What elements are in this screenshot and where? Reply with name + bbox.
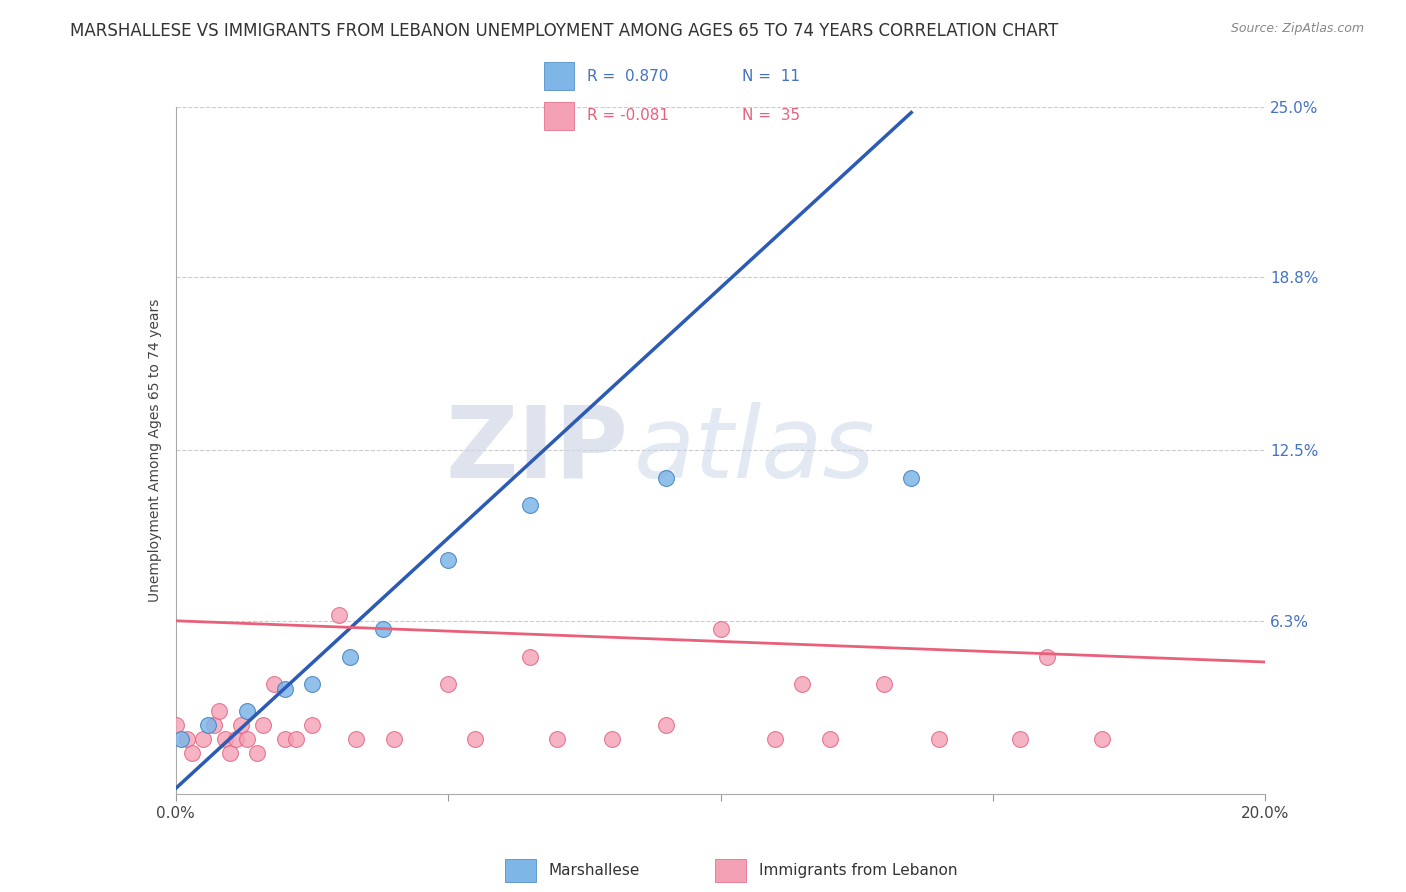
Point bbox=[1036, 649, 1059, 664]
Point bbox=[546, 731, 568, 746]
Point bbox=[344, 731, 367, 746]
Point bbox=[710, 622, 733, 636]
Point bbox=[464, 731, 486, 746]
Point bbox=[519, 499, 541, 513]
Y-axis label: Unemployment Among Ages 65 to 74 years: Unemployment Among Ages 65 to 74 years bbox=[148, 299, 162, 602]
Point bbox=[225, 731, 247, 746]
Bar bbox=[716, 859, 747, 882]
Bar bbox=[505, 859, 536, 882]
Text: ZIP: ZIP bbox=[446, 402, 628, 499]
Point bbox=[191, 731, 214, 746]
Point bbox=[170, 731, 193, 746]
Text: N =  35: N = 35 bbox=[741, 108, 800, 123]
Point bbox=[202, 718, 225, 732]
Text: Source: ZipAtlas.com: Source: ZipAtlas.com bbox=[1230, 22, 1364, 36]
Point bbox=[928, 731, 950, 746]
Point bbox=[181, 746, 204, 760]
Text: MARSHALLESE VS IMMIGRANTS FROM LEBANON UNEMPLOYMENT AMONG AGES 65 TO 74 YEARS CO: MARSHALLESE VS IMMIGRANTS FROM LEBANON U… bbox=[70, 22, 1059, 40]
Point bbox=[1091, 731, 1114, 746]
Point bbox=[274, 682, 297, 697]
Point bbox=[301, 718, 323, 732]
Text: Immigrants from Lebanon: Immigrants from Lebanon bbox=[759, 863, 957, 878]
Point bbox=[873, 677, 896, 691]
Point bbox=[339, 649, 361, 664]
Point bbox=[176, 731, 198, 746]
Point bbox=[437, 677, 460, 691]
Point bbox=[165, 718, 187, 732]
Point bbox=[519, 649, 541, 664]
Point bbox=[818, 731, 841, 746]
Point bbox=[900, 471, 922, 485]
Point bbox=[382, 731, 405, 746]
Bar bbox=[544, 62, 575, 90]
Point bbox=[252, 718, 274, 732]
Point bbox=[208, 705, 231, 719]
Point bbox=[437, 553, 460, 567]
Point bbox=[219, 746, 242, 760]
Text: atlas: atlas bbox=[633, 402, 875, 499]
Point bbox=[655, 471, 678, 485]
Point bbox=[235, 731, 257, 746]
Text: Marshallese: Marshallese bbox=[548, 863, 640, 878]
Point bbox=[328, 608, 350, 623]
Point bbox=[231, 718, 253, 732]
Point bbox=[600, 731, 623, 746]
Point bbox=[246, 746, 269, 760]
Bar bbox=[544, 102, 575, 130]
Point bbox=[301, 677, 323, 691]
Point bbox=[655, 718, 678, 732]
Point bbox=[274, 731, 297, 746]
Point bbox=[763, 731, 786, 746]
Point bbox=[371, 622, 394, 636]
Point bbox=[263, 677, 285, 691]
Text: R = -0.081: R = -0.081 bbox=[586, 108, 669, 123]
Point bbox=[197, 718, 219, 732]
Point bbox=[284, 731, 307, 746]
Point bbox=[235, 705, 257, 719]
Text: R =  0.870: R = 0.870 bbox=[586, 69, 668, 84]
Point bbox=[792, 677, 814, 691]
Text: N =  11: N = 11 bbox=[741, 69, 800, 84]
Point bbox=[1010, 731, 1032, 746]
Point bbox=[214, 731, 236, 746]
